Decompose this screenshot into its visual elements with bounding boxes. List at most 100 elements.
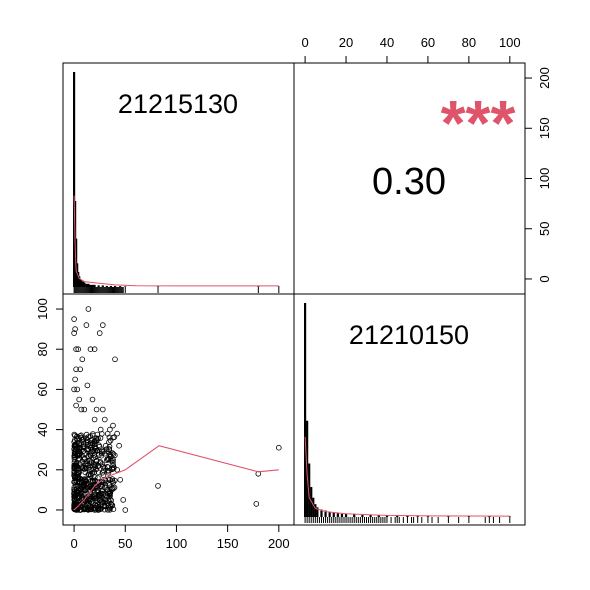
scatter-point	[74, 463, 81, 470]
scatter-point	[108, 501, 114, 508]
scatter-point	[85, 434, 92, 440]
scatter-point	[88, 452, 94, 459]
scatter-point	[74, 487, 80, 493]
scatter-point	[90, 448, 96, 455]
scatter-point	[75, 346, 81, 353]
scatter-point	[102, 450, 108, 457]
axis-bottom-tick-label: 100	[166, 536, 188, 551]
scatter-point	[77, 445, 83, 452]
variable-label-2: 21210150	[349, 320, 469, 350]
scatter-point	[89, 504, 95, 511]
scatter-point	[155, 483, 161, 489]
axis-left-tick-label: 0	[35, 506, 50, 513]
scatter-point	[73, 366, 79, 373]
scatter-point	[101, 506, 108, 513]
scatter-point	[98, 481, 105, 488]
axis-left-tick-label: 100	[35, 298, 50, 320]
scatter-point	[79, 465, 86, 472]
scatter-point	[102, 498, 109, 504]
scatter-point	[72, 487, 78, 494]
scatter-point	[92, 464, 98, 470]
scatter-point	[275, 444, 282, 451]
scatter-point	[106, 493, 112, 500]
axis-right-tick-label: 50	[537, 221, 552, 235]
scatter-point	[84, 484, 91, 491]
scatter-point	[79, 356, 86, 363]
scatter-point	[85, 306, 92, 312]
scatter-point	[91, 416, 98, 423]
scatter-point	[94, 437, 100, 443]
axis-right-tick-label: 100	[537, 168, 552, 190]
scatter-point	[73, 402, 79, 409]
hist-x-density-line	[73, 195, 279, 287]
scatter-point	[100, 322, 106, 328]
scatter-point	[95, 469, 102, 476]
axis-top-tick-label: 40	[380, 35, 394, 50]
scatter-point	[101, 499, 108, 506]
scatter-point	[77, 433, 83, 439]
scatter-point	[109, 476, 116, 482]
scatter-point	[96, 452, 102, 458]
axis-top-tick-label: 80	[462, 35, 476, 50]
hist-y-density-line	[304, 436, 510, 517]
axis-left-tick-label: 40	[35, 422, 50, 436]
scatter-point	[97, 426, 104, 433]
scatter-point	[86, 471, 92, 478]
scatter-point	[107, 426, 113, 433]
axis-left-tick-label: 20	[35, 463, 50, 477]
scatter-point	[108, 503, 114, 510]
scatter-point	[94, 487, 101, 494]
axis-right-tick-label: 0	[537, 275, 552, 282]
scatter-point	[71, 464, 78, 471]
scatter-point	[77, 475, 84, 482]
scatter-point	[78, 483, 84, 489]
axis-right-tick-label: 200	[537, 67, 552, 89]
axis-bottom-tick-label: 200	[268, 536, 290, 551]
scatter-point	[81, 455, 88, 462]
scatter-point	[98, 505, 105, 512]
scatter-point	[109, 450, 116, 457]
scatter-point	[77, 366, 83, 373]
scatter-point	[117, 476, 123, 483]
scatter-point	[95, 463, 101, 470]
scatter-point	[88, 440, 94, 446]
scatter-point	[105, 503, 111, 509]
scatter-point	[106, 482, 112, 488]
axis-top-tick-label: 20	[339, 35, 353, 50]
scatter-point	[73, 445, 80, 451]
scatter-point	[76, 500, 83, 507]
scatter-point	[80, 439, 86, 446]
scatter-point	[91, 505, 98, 512]
scatter-point	[114, 430, 120, 437]
scatter-point	[91, 346, 98, 353]
scatter-point	[122, 507, 129, 513]
scatter-point	[72, 326, 78, 332]
scatter-point	[84, 382, 91, 389]
scatter-point	[105, 469, 112, 476]
scatter-point	[73, 346, 79, 353]
scatter-point	[85, 462, 91, 469]
scatter-smooth-line	[73, 445, 279, 511]
axis-top-tick-label: 0	[301, 35, 308, 50]
scatter-point	[87, 498, 93, 504]
scatter-point	[80, 499, 86, 505]
significance-stars: ***	[441, 87, 516, 159]
axis-right-tick-label: 150	[537, 117, 552, 139]
scatter-point	[106, 439, 112, 445]
scatter-point	[110, 456, 116, 463]
scatter-point	[88, 437, 95, 443]
scatter-point	[104, 487, 110, 493]
scatter-point	[72, 473, 78, 480]
scatter-point	[114, 466, 120, 473]
scatter-point	[116, 442, 122, 449]
scatter-point	[96, 493, 102, 500]
axis-top-tick-label: 60	[421, 35, 435, 50]
scatter-point	[104, 430, 111, 437]
scatter-point	[71, 316, 77, 322]
scatter-point	[72, 506, 78, 512]
panel-hist-y-frame	[293, 293, 526, 526]
scatter-point	[107, 476, 113, 483]
axis-left-tick-label: 80	[35, 342, 50, 356]
scatter-point	[85, 464, 92, 471]
